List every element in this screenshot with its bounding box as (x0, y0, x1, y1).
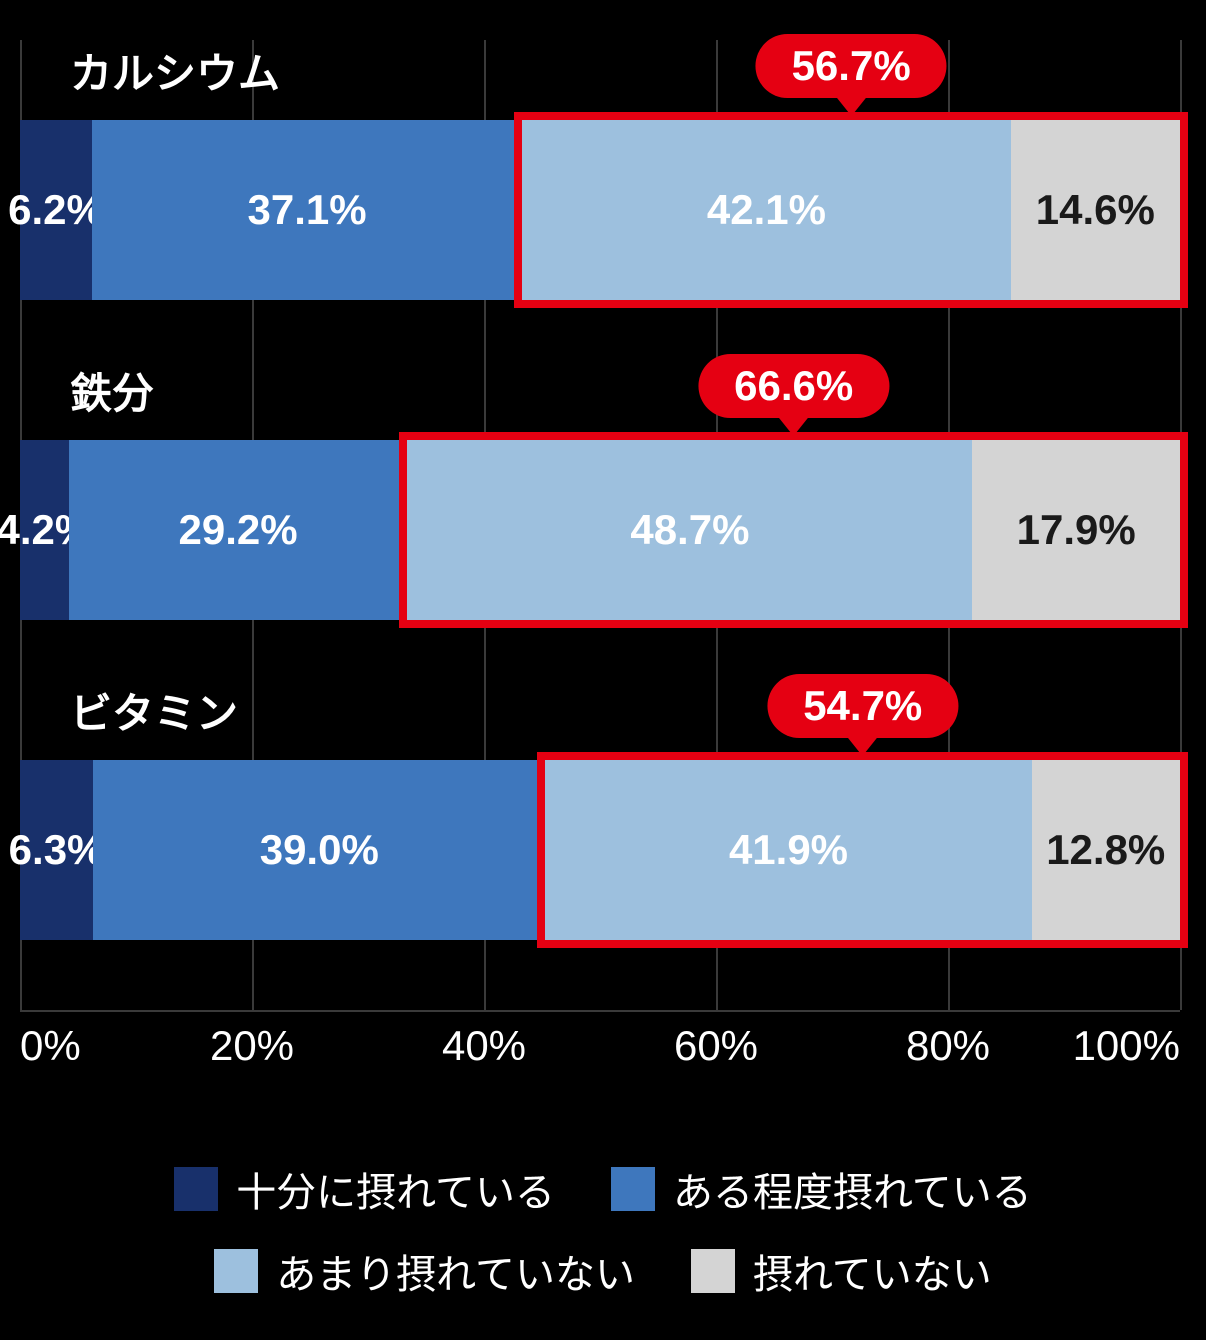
x-axis-tick-label: 20% (210, 1022, 294, 1070)
bar-segment: 42.1% (522, 120, 1010, 300)
segment-value-label: 6.2% (8, 186, 104, 234)
legend-swatch (691, 1249, 735, 1293)
bar-segment: 29.2% (69, 440, 408, 620)
x-axis-tick-label: 80% (906, 1022, 990, 1070)
bar-segment: 39.0% (93, 760, 545, 940)
segment-value-label: 39.0% (260, 826, 379, 874)
bar-segment: 4.2% (20, 440, 69, 620)
bar-row: ビタミン6.3%39.0%41.9%12.8%54.7% (20, 680, 1180, 980)
bar-segment: 48.7% (407, 440, 972, 620)
bar-segment: 37.1% (92, 120, 522, 300)
callout-badge: 56.7% (756, 34, 947, 98)
legend: 十分に摂れている ある程度摂れているあまり摂れていない 摂れていない (0, 1160, 1206, 1340)
plot-area: カルシウム 6.2% 37.1% 42.1% 14.6% 56.7% 鉄分4.2% 29.2%… (20, 10, 1180, 1010)
bar-segment: 6.2% (20, 120, 92, 300)
bar-segment: 6.3% (20, 760, 93, 940)
callout-badge: 54.7% (767, 674, 958, 738)
legend-swatch (174, 1167, 218, 1211)
segment-value-label: 17.9% (1017, 506, 1136, 554)
legend-label: ある程度摂れている (673, 1160, 1032, 1218)
x-axis: 0% 20% 40% 60% 80% 100% (20, 1010, 1180, 1090)
legend-swatch (611, 1167, 655, 1211)
legend-item: あまり摂れていない (214, 1242, 635, 1300)
x-axis-tick-label: 60% (674, 1022, 758, 1070)
legend-label: あまり摂れていない (276, 1242, 635, 1300)
legend-label: 摂れていない (753, 1242, 992, 1300)
segment-value-label: 29.2% (179, 506, 298, 554)
x-axis-tick-label: 100% (1073, 1022, 1180, 1070)
x-axis-tick-label: 0% (20, 1022, 81, 1070)
row-title: カルシウム (70, 40, 280, 101)
row-title: 鉄分 (70, 360, 154, 421)
callout-badge: 66.6% (698, 354, 889, 418)
bar-track: 4.2% 29.2% 48.7% 17.9% (20, 440, 1180, 620)
x-axis-tick-label: 40% (442, 1022, 526, 1070)
legend-item: 十分に摂れている (174, 1160, 555, 1218)
segment-value-label: 37.1% (248, 186, 367, 234)
bar-segment: 12.8% (1032, 760, 1180, 940)
bar-segment: 17.9% (972, 440, 1180, 620)
bar-track: 6.3% 39.0% 41.9% 12.8% (20, 760, 1180, 940)
segment-value-label: 12.8% (1046, 826, 1165, 874)
segment-value-label: 14.6% (1036, 186, 1155, 234)
bar-row: 鉄分4.2%29.2%48.7%17.9%66.6% (20, 360, 1180, 660)
grid-line (1180, 40, 1182, 1010)
bar-segment: 14.6% (1011, 120, 1180, 300)
segment-value-label: 6.3% (9, 826, 105, 874)
bar-segment: 41.9% (545, 760, 1031, 940)
legend-item: 摂れていない (691, 1242, 992, 1300)
legend-swatch (214, 1249, 258, 1293)
legend-item: ある程度摂れている (611, 1160, 1032, 1218)
segment-value-label: 41.9% (729, 826, 848, 874)
bar-track: 6.2% 37.1% 42.1% 14.6% (20, 120, 1180, 300)
bar-row: カルシウム6.2%37.1%42.1%14.6%56.7% (20, 40, 1180, 340)
legend-label: 十分に摂れている (236, 1160, 555, 1218)
row-title: ビタミン (70, 680, 238, 741)
segment-value-label: 42.1% (707, 186, 826, 234)
segment-value-label: 48.7% (630, 506, 749, 554)
stacked-bar-chart: カルシウム 6.2% 37.1% 42.1% 14.6% 56.7% 鉄分4.2% 29.2%… (0, 0, 1206, 1340)
